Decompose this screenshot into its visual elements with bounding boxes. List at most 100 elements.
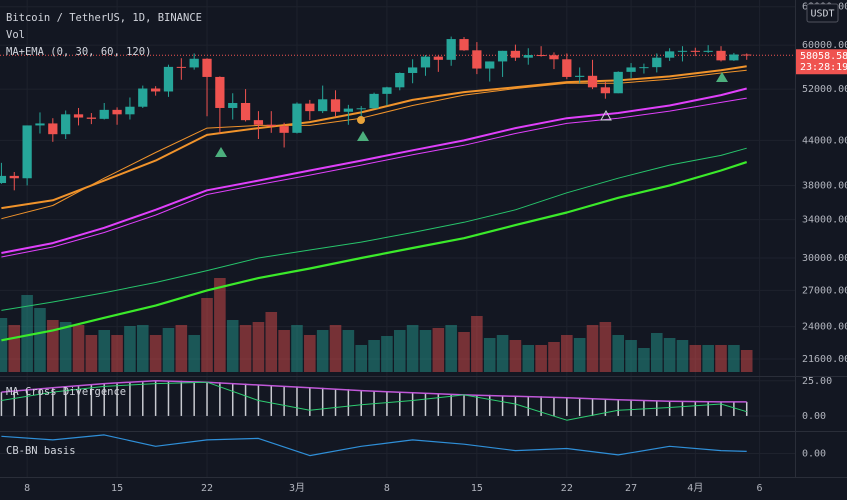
y-tick-label: 24000.00 [802, 322, 847, 333]
y-tick-label: 30000.00 [802, 253, 847, 264]
volume-bar [34, 308, 46, 372]
volume-bar [419, 330, 432, 372]
indicator-line [1, 87, 747, 254]
candle-body [176, 66, 186, 68]
volume-bar [676, 340, 689, 372]
volume-bar [98, 330, 111, 372]
candle-body [138, 88, 148, 107]
candle-body [716, 50, 726, 61]
indicator-line [1, 147, 747, 311]
volume-bar [689, 345, 702, 372]
volume-bar [561, 335, 573, 372]
candle-body [228, 102, 238, 108]
indicator-line [1, 381, 747, 421]
volume-bar [8, 325, 21, 372]
volume-bar [522, 345, 535, 372]
candle-body [459, 39, 469, 51]
volume-bar [715, 345, 727, 372]
y-tick-label: 21600.00 [802, 354, 847, 365]
volume-bar [239, 325, 252, 372]
indicator-line [1, 69, 747, 220]
chart-title: Bitcoin / TetherUS, 1D, BINANCE [6, 12, 202, 24]
indicator-label: MA+EMA (0, 30, 60, 120) [6, 46, 151, 58]
currency-label[interactable]: USDT [810, 9, 834, 20]
candle-body [215, 76, 225, 108]
subpane-layer [0, 380, 748, 457]
volume-bar [638, 348, 650, 372]
x-tick-label: 4月 [687, 482, 703, 494]
candle-body [356, 108, 366, 110]
volume-bar [175, 325, 188, 372]
candle-body [395, 72, 405, 88]
candle-body [48, 123, 58, 135]
candle-body [446, 39, 456, 60]
candle-body [677, 50, 688, 52]
volume-bar [599, 322, 612, 372]
candles-layer [0, 36, 752, 191]
x-tick-label: 8 [384, 483, 390, 494]
volume-bar [316, 330, 329, 372]
x-tick-label: 22 [561, 483, 573, 494]
volume-bar [124, 326, 136, 372]
x-tick-label: 3月 [289, 482, 305, 494]
candle-body [690, 50, 700, 52]
volume-bar [47, 320, 59, 372]
indicator-line [1, 97, 747, 258]
x-tick-label: 15 [471, 483, 483, 494]
x-tick-label: 8 [24, 483, 30, 494]
candle-body [61, 114, 71, 135]
candle-body [613, 71, 623, 94]
volume-bar [21, 295, 33, 372]
volume-bar [291, 325, 303, 372]
axis-layer: 68000.0060000.0052000.0044000.0038000.00… [24, 2, 847, 494]
countdown-label: 23:28:19 [800, 62, 847, 73]
last-price-box [796, 49, 847, 75]
candle-body [22, 125, 32, 179]
x-tick-label: 15 [111, 483, 123, 494]
volume-bar [162, 328, 175, 372]
y-tick-label: 44000.00 [802, 135, 847, 146]
x-tick-label: 27 [625, 483, 637, 494]
candle-body [35, 123, 45, 126]
candle-body [549, 55, 559, 60]
volume-bar [702, 345, 714, 372]
volume-bar [381, 336, 393, 372]
candle-body [407, 67, 418, 73]
x-tick-label: 22 [201, 483, 213, 494]
volume-bar [111, 335, 123, 372]
candle-body [86, 117, 97, 119]
candle-body [202, 58, 212, 77]
candle-body [664, 51, 675, 58]
candle-body [73, 114, 84, 118]
candle-body [626, 67, 636, 72]
volume-bar [149, 335, 162, 372]
y-tick-label: 0.00 [802, 411, 826, 422]
signal-marker [600, 109, 612, 121]
y-tick-label: 38000.00 [802, 180, 847, 191]
volume-bar [136, 325, 149, 372]
last-price-label: 58058.58 [800, 51, 847, 62]
volume-layer [0, 278, 753, 372]
candle-body [703, 50, 713, 52]
candle-body [600, 87, 611, 94]
x-tick-label: 6 [757, 483, 763, 494]
currency-box[interactable] [806, 3, 839, 23]
y-tick-label: 27000.00 [802, 285, 847, 296]
signal-marker [357, 131, 369, 141]
volume-bar [188, 335, 200, 372]
candle-body [0, 175, 7, 184]
volume-bar [535, 345, 547, 372]
signal-marker [716, 72, 728, 82]
volume-bar [573, 338, 586, 372]
candle-body [382, 87, 392, 94]
candle-body [112, 109, 122, 115]
y-tick-label: 25.00 [802, 376, 832, 387]
candle-body [266, 124, 276, 127]
volume-bar [432, 328, 445, 372]
candle-body [9, 175, 19, 179]
candle-body [562, 59, 572, 77]
signal-marker [215, 147, 227, 157]
volume-bar [329, 325, 342, 372]
